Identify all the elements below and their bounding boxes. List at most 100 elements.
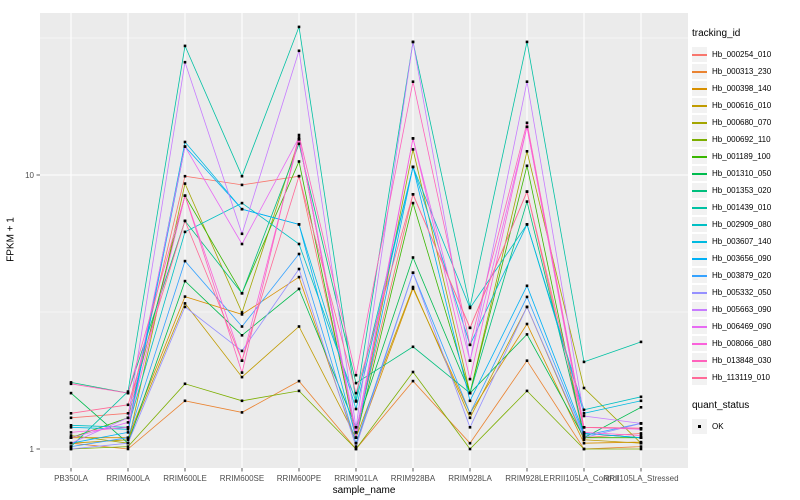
data-point [240,325,244,328]
data-point [525,190,529,193]
x-axis-title: sample_name [332,485,396,496]
legend-item-label: Hb_000692_110 [712,135,771,144]
legend-line-swatch [692,274,707,277]
legend-line-swatch [692,189,707,192]
legend-key-line-icon [692,353,707,368]
data-point [582,434,586,437]
data-point [297,136,301,139]
data-point [126,441,130,445]
data-point [69,412,73,415]
data-point [126,390,130,393]
data-point [525,295,529,299]
data-point [297,242,301,246]
legend-key-line-icon [692,115,707,130]
y-tick-label: 1 [30,445,35,454]
data-point [468,416,472,420]
legend-line-swatch [692,172,707,175]
data-point [240,242,244,246]
legend-key-line-icon [692,47,707,62]
data-point [297,252,301,256]
data-point [183,382,187,386]
legend-line-swatch [692,138,707,141]
data-point [639,427,643,430]
data-point [240,334,244,337]
data-point [126,438,130,442]
data-point [354,445,358,448]
data-point [69,447,73,451]
data-point [126,391,130,395]
x-tick-label: RRIM600SE [220,474,264,483]
legend-item: Hb_005663_090 [692,301,798,318]
data-point [354,447,358,451]
legend-item-label: Hb_001353_020 [712,186,772,195]
data-point [126,412,130,415]
data-point [639,395,643,399]
x-tick-label: RRIM600LA [106,474,150,483]
data-point [639,434,643,437]
data-point [297,379,301,383]
data-point [639,441,643,445]
legend-key-line-icon [692,251,707,266]
data-point [126,416,130,420]
data-point [411,80,415,83]
legend-key-line-icon [692,268,707,283]
data-point [468,412,472,415]
legend: tracking_id Hb_000254_010 Hb_000313_230 Hb… [692,28,798,435]
data-point [354,431,358,434]
data-point [183,60,187,64]
legend-key-line-icon [692,319,707,334]
data-point [354,426,358,429]
data-point [240,411,244,414]
legend-key-line-icon [692,217,707,232]
legend-line-swatch [692,291,707,294]
quant-status-legend: quant_status OK [692,400,798,435]
x-tick-label: RRII105LA_Stressed [603,474,678,483]
data-point [468,426,472,429]
data-point [69,445,73,448]
legend-key-line-icon [692,285,707,300]
data-point [411,370,415,374]
legend-key-line-icon [692,183,707,198]
data-point [183,140,187,144]
data-point [354,441,358,445]
data-point [240,371,244,374]
legend-item: Hb_003607_140 [692,233,798,250]
legend-key-line-icon [692,149,707,164]
data-point [525,150,529,153]
data-point [525,389,529,393]
data-point [354,373,358,377]
data-point [183,145,187,148]
legend-item-label: Hb_005332_050 [712,288,772,297]
data-point [183,44,187,48]
data-point [411,40,415,44]
data-point [183,302,187,305]
data-point [639,445,643,448]
data-point [240,359,244,362]
legend-key-line-icon [692,336,707,351]
data-point [126,431,130,434]
legend-item-label: Hb_000616_010 [712,101,772,110]
legend-line-swatch [692,155,707,158]
data-point [297,133,301,137]
data-point [525,333,529,336]
data-point [582,386,586,390]
legend-line-swatch [692,308,707,311]
legend-line-swatch [692,206,707,209]
data-point [183,259,187,263]
x-tick-label: RRIM600LE [163,474,207,483]
data-point [240,201,244,205]
legend-item-label: Hb_003656_090 [712,254,772,263]
data-point [411,165,415,169]
data-point [183,295,187,298]
data-point [525,80,529,83]
data-point [468,441,472,445]
legend-item: Hb_005332_050 [692,284,798,301]
quant-status-item: OK [692,418,798,435]
x-tick-label: RRIM928LE [505,474,549,483]
data-point [411,256,415,259]
data-point [297,160,301,163]
data-point [126,436,130,439]
data-point [354,381,358,385]
data-point [582,360,586,364]
legend-title-tracking-id: tracking_id [692,28,741,39]
